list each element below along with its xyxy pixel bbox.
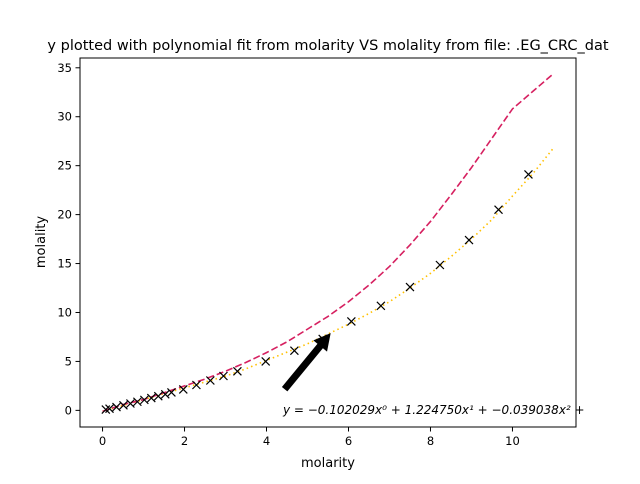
data-point xyxy=(219,371,228,381)
data-point xyxy=(435,260,445,270)
data-point xyxy=(376,301,386,311)
data-point xyxy=(132,397,142,407)
x-tick-label: 10 xyxy=(505,434,520,448)
x-tick-label: 2 xyxy=(181,434,188,448)
data-point xyxy=(153,391,163,401)
data-point xyxy=(166,388,176,397)
data-point xyxy=(139,395,149,405)
x-tick-label: 6 xyxy=(345,434,352,448)
data-point xyxy=(119,400,128,410)
y-tick-label: 5 xyxy=(65,354,72,368)
data-point xyxy=(191,380,201,390)
y-tick-label: 30 xyxy=(57,110,72,124)
x-tick-label: 0 xyxy=(99,434,106,448)
data-point xyxy=(405,282,415,292)
data-point xyxy=(346,316,356,326)
data-point xyxy=(494,205,503,215)
data-point xyxy=(112,402,121,412)
data-point xyxy=(125,399,135,408)
data-point xyxy=(464,235,474,245)
chart-title: y plotted with polynomial fit from molar… xyxy=(47,38,608,54)
x-axis-ticks: 0 2 4 6 8 10 xyxy=(99,427,520,448)
y-tick-label: 20 xyxy=(57,208,72,222)
y-tick-label: 25 xyxy=(57,159,72,173)
y-axis-ticks: 0 5 10 15 20 25 30 35 xyxy=(57,61,80,417)
data-point xyxy=(524,170,533,179)
x-tick-label: 4 xyxy=(263,434,270,448)
y-axis-label: molality xyxy=(34,216,49,269)
dashed-fit-line xyxy=(102,73,554,413)
data-point xyxy=(289,346,299,356)
x-tick-label: 8 xyxy=(427,434,434,448)
y-tick-label: 10 xyxy=(57,305,72,319)
data-point xyxy=(261,356,271,366)
data-point xyxy=(232,366,242,376)
annotation-text: y = −0.102029x⁰ + 1.224750x¹ + −0.039038… xyxy=(282,403,585,417)
data-point xyxy=(160,389,170,399)
plot-area-frame xyxy=(79,57,577,428)
y-tick-label: 35 xyxy=(57,61,72,75)
annotation-arrow xyxy=(281,333,331,392)
data-point xyxy=(105,404,114,414)
data-point xyxy=(205,376,215,385)
data-point xyxy=(146,393,156,403)
x-axis-label: molarity xyxy=(301,456,355,471)
y-tick-label: 15 xyxy=(57,257,72,271)
y-tick-label: 0 xyxy=(65,403,72,417)
data-point xyxy=(178,384,188,394)
